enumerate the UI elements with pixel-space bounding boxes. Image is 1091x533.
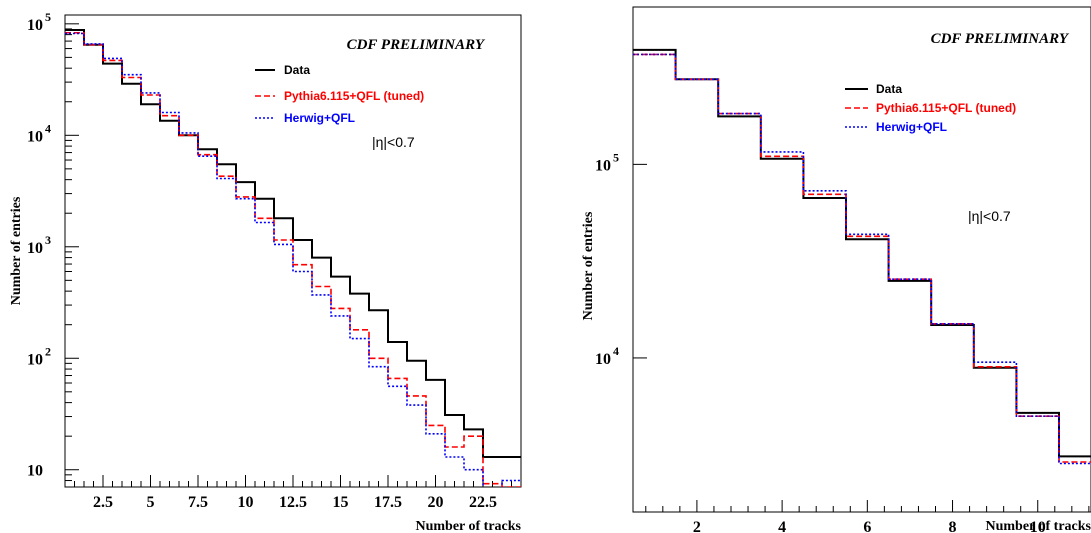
legend-label: Pythia6.115+QFL (tuned) (876, 101, 1016, 115)
plot-frame (632, 6, 1091, 513)
series-pythia6-115-qfl-tuned- (65, 31, 521, 487)
chart-panel-2: 2 4 6 8 10 10 4 10 5 CDF PRELIMINARY Data Pythia6.1… (581, 6, 1091, 533)
legend-label: Data (284, 63, 310, 77)
eta-annotation: |η|<0.7 (372, 134, 415, 150)
x-tick-label: 4 (778, 519, 786, 533)
y-tick-label: 10 4 (595, 344, 619, 368)
x-tick-label: 22.5 (469, 494, 497, 511)
x-tick-label: 15 (333, 494, 349, 511)
y-axis-title: Number of entries (581, 211, 596, 320)
y-tick-label: 10 2 (27, 344, 51, 368)
x-tick-label: 6 (863, 519, 871, 533)
legend-label: Pythia6.115+QFL (tuned) (284, 89, 424, 103)
eta-annotation: |η|<0.7 (968, 208, 1011, 224)
series-pythia6-115-qfl-tuned- (633, 53, 1091, 463)
x-tick-label: 7.5 (188, 494, 208, 511)
series-herwig-qfl (633, 53, 1091, 465)
y-tick-label: 10 5 (27, 10, 51, 34)
chart-title: CDF PRELIMINARY (931, 31, 1070, 47)
x-tick-label: 2 (693, 519, 701, 533)
x-tick-label: 2.5 (93, 494, 113, 511)
series-herwig-qfl (65, 32, 521, 487)
x-tick-label: 12.5 (279, 494, 307, 511)
legend-label: Data (876, 82, 902, 96)
x-tick-label: 5 (147, 494, 155, 511)
y-tick-label: 10 4 (27, 121, 51, 145)
x-tick-label: 10 (1030, 519, 1046, 533)
x-tick-label: 8 (949, 519, 957, 533)
x-tick-label: 20 (428, 494, 444, 511)
series-data (633, 48, 1091, 458)
y-tick-label: 10 (27, 463, 43, 480)
chart-title: CDF PRELIMINARY (347, 37, 486, 53)
x-axis-title: Number of tracks (985, 519, 1091, 533)
x-tick-label: 10 (238, 494, 254, 511)
x-tick-label: 17.5 (374, 494, 402, 511)
y-tick-label: 10 3 (27, 233, 51, 257)
series-data (65, 29, 521, 458)
legend-label: Herwig+QFL (284, 111, 355, 125)
legend-label: Herwig+QFL (876, 120, 947, 134)
y-tick-label: 10 5 (595, 150, 619, 174)
y-axis-title: Number of entries (9, 196, 24, 305)
x-axis-title: Number of tracks (415, 519, 521, 533)
